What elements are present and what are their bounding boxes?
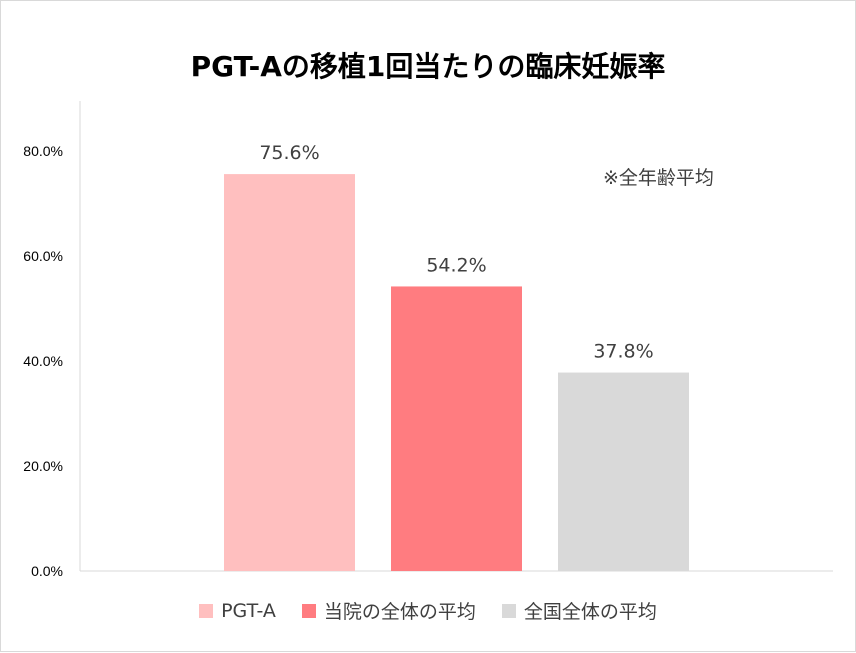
y-tick-label: 60.0% <box>23 248 63 264</box>
legend-swatch <box>199 603 214 618</box>
legend-label: 全国全体の平均 <box>523 601 657 623</box>
legend-item-clinic-average: 当院の全体の平均 <box>301 597 476 624</box>
bar <box>224 174 355 571</box>
legend-label: PGT-A <box>221 599 276 622</box>
legend-swatch <box>301 603 316 618</box>
y-tick-label: 20.0% <box>23 458 63 474</box>
chart-legend: PGT-A 当院の全体の平均 全国全体の平均 <box>1 597 855 624</box>
chart-note: ※全年齢平均 <box>603 167 714 189</box>
bar-value-label: 75.6% <box>259 142 319 164</box>
legend-item-pgt-a: PGT-A <box>199 597 276 624</box>
bar <box>558 372 689 571</box>
legend-label: 当院の全体の平均 <box>323 601 476 623</box>
bar-value-label: 37.8% <box>593 341 653 363</box>
legend-item-national-average: 全国全体の平均 <box>501 597 657 624</box>
y-tick-label: 40.0% <box>23 353 63 369</box>
chart-title: PGT-Aの移植1回当たりの臨床妊娠率 <box>190 50 666 83</box>
legend-swatch <box>501 603 516 618</box>
bar-value-label: 54.2% <box>426 254 486 276</box>
bar <box>391 286 522 571</box>
y-tick-label: 0.0% <box>31 563 63 579</box>
y-tick-label: 80.0% <box>23 143 63 159</box>
